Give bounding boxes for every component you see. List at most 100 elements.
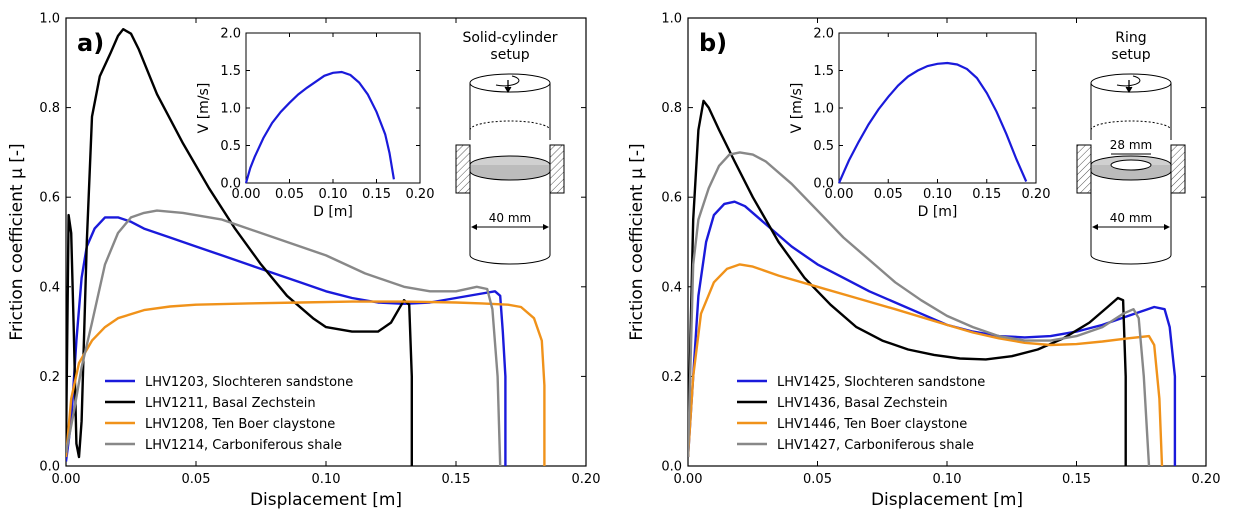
inset-x-tick-label: 0.20 xyxy=(1022,187,1051,202)
inset-y-tick-label: 0.5 xyxy=(813,139,834,154)
legend: LHV1425, Slochteren sandstone LHV1436, Ba… xyxy=(737,375,985,453)
panel-b: 0.00 0.05 0.10 0.15 0.20 0.0 0.2 0.4 0.6 0.8 1.0 Di… xyxy=(627,12,1220,511)
y-tick-label: 1.0 xyxy=(661,12,682,27)
inset-chart: 0.00 0.05 0.10 0.15 0.20 0.0 0.5 1.0 1.5 2.0 D [m]… xyxy=(196,27,434,221)
legend-entry: LHV1214, Carboniferous shale xyxy=(145,438,342,453)
x-tick-label: 0.00 xyxy=(52,472,81,487)
hidden-edge xyxy=(1090,120,1172,131)
y-tick-label: 0.0 xyxy=(39,460,60,475)
inset-frame xyxy=(838,32,1037,184)
series-line-4 xyxy=(66,209,502,466)
inset-y-tick-label: 1.0 xyxy=(813,102,834,117)
legend-entry: LHV1208, Ten Boer claystone xyxy=(145,417,335,432)
x-axis-label: Displacement [m] xyxy=(871,490,1023,510)
inset-x-tick-label: 0.05 xyxy=(874,187,903,202)
y-axis-label: Friction coefficient μ [-] xyxy=(7,143,27,340)
x-tick-label: 0.05 xyxy=(803,472,832,487)
y-tick-label: 0.8 xyxy=(661,101,682,116)
dim-arrow-right xyxy=(543,224,549,230)
inset-x-axis-label: D [m] xyxy=(918,204,958,220)
rotation-arrow xyxy=(495,75,520,87)
x-tick-label: 0.15 xyxy=(442,472,471,487)
inset-y-axis-label: V [m/s] xyxy=(196,83,212,134)
inset-y-tick-label: 0.0 xyxy=(220,177,241,192)
setup-title-line: setup xyxy=(1111,47,1150,63)
setup-title-line: setup xyxy=(490,47,529,63)
inset-x-tick-label: 0.00 xyxy=(232,187,261,202)
legend-entry: LHV1203, Slochteren sandstone xyxy=(145,375,353,390)
dim-arrow-right xyxy=(1164,224,1170,230)
cylinder-bottom xyxy=(1090,254,1172,265)
y-tick-label: 0.4 xyxy=(39,280,60,295)
inset-x-tick-label: 0.15 xyxy=(972,187,1001,202)
outer-diameter-label: 40 mm xyxy=(1110,211,1152,225)
inset-x-tick-label: 0.00 xyxy=(825,187,854,202)
inner-diameter-label: 28 mm xyxy=(1110,138,1152,152)
inset-y-tick-label: 2.0 xyxy=(813,27,834,42)
inset-x-tick-label: 0.10 xyxy=(923,187,952,202)
hidden-edge xyxy=(469,120,551,131)
inset-chart: 0.00 0.05 0.10 0.15 0.20 0.0 0.5 1.0 1.5 2.0 D [m]… xyxy=(789,27,1050,221)
cylinder-top xyxy=(469,73,551,93)
series-line-1 xyxy=(688,200,1177,466)
inset-y-tick-label: 0.5 xyxy=(220,139,241,154)
legend-entry: LHV1211, Basal Zechstein xyxy=(145,396,316,411)
jacket-left xyxy=(455,144,471,194)
load-arrow-head xyxy=(504,86,512,93)
x-tick-label: 0.20 xyxy=(572,472,601,487)
panel-label: b) xyxy=(699,29,727,57)
inset-x-tick-label: 0.15 xyxy=(362,187,391,202)
cylinder-top xyxy=(1090,73,1172,93)
series-line-3 xyxy=(688,263,1164,466)
legend-entry: LHV1425, Slochteren sandstone xyxy=(777,375,985,390)
series-line-2 xyxy=(66,28,413,466)
inset-frame xyxy=(245,32,421,184)
x-tick-label: 0.15 xyxy=(1062,472,1091,487)
x-tick-label: 0.10 xyxy=(312,472,341,487)
y-axis-label: Friction coefficient μ [-] xyxy=(627,143,647,340)
x-axis-label: Displacement [m] xyxy=(250,490,402,510)
legend-entry: LHV1446, Ten Boer claystone xyxy=(777,417,967,432)
y-tick-label: 0.6 xyxy=(39,191,60,206)
y-tick-label: 1.0 xyxy=(39,12,60,27)
series-group xyxy=(66,28,546,466)
jacket-right xyxy=(549,144,565,194)
setup-title-line: Solid-cylinder xyxy=(462,30,557,46)
panel-label: a) xyxy=(77,29,104,57)
y-tick-label: 0.6 xyxy=(661,191,682,206)
outer-diameter-label: 40 mm xyxy=(489,211,531,225)
legend-entry: LHV1436, Basal Zechstein xyxy=(777,396,948,411)
rotation-arrow xyxy=(1116,75,1141,87)
load-arrow-head xyxy=(1125,86,1133,93)
inset-y-axis-label: V [m/s] xyxy=(789,83,805,134)
series-group xyxy=(688,99,1177,466)
dim-arrow-left xyxy=(471,224,477,230)
inset-velocity-line xyxy=(244,70,395,184)
inset-y-tick-label: 1.5 xyxy=(220,64,241,79)
sample-disk-edge xyxy=(1090,165,1172,181)
y-tick-label: 0.2 xyxy=(661,370,682,385)
series-line-4 xyxy=(688,151,1151,466)
x-tick-label: 0.10 xyxy=(933,472,962,487)
inset-velocity-line xyxy=(837,61,1028,184)
x-tick-label: 0.20 xyxy=(1192,472,1221,487)
inset-y-tick-label: 1.5 xyxy=(813,64,834,79)
inset-x-tick-label: 0.10 xyxy=(319,187,348,202)
x-tick-label: 0.05 xyxy=(182,472,211,487)
legend: LHV1203, Slochteren sandstone LHV1211, Ba… xyxy=(105,375,353,453)
setup-title-line: Ring xyxy=(1115,30,1146,46)
y-tick-label: 0.2 xyxy=(39,370,60,385)
inset-x-tick-label: 0.05 xyxy=(275,187,304,202)
panel-a: 0.00 0.05 0.10 0.15 0.20 0.0 0.2 0.4 0.6 0.8 1.0 Di… xyxy=(7,12,600,511)
jacket-left xyxy=(1076,144,1092,194)
series-line-2 xyxy=(688,99,1127,466)
legend-entry: LHV1427, Carboniferous shale xyxy=(777,438,974,453)
series-line-3 xyxy=(66,300,546,466)
inset-y-tick-label: 2.0 xyxy=(220,27,241,42)
inset-x-tick-label: 0.20 xyxy=(406,187,435,202)
cylinder-bottom xyxy=(469,254,551,265)
inset-x-axis-label: D [m] xyxy=(313,204,353,220)
